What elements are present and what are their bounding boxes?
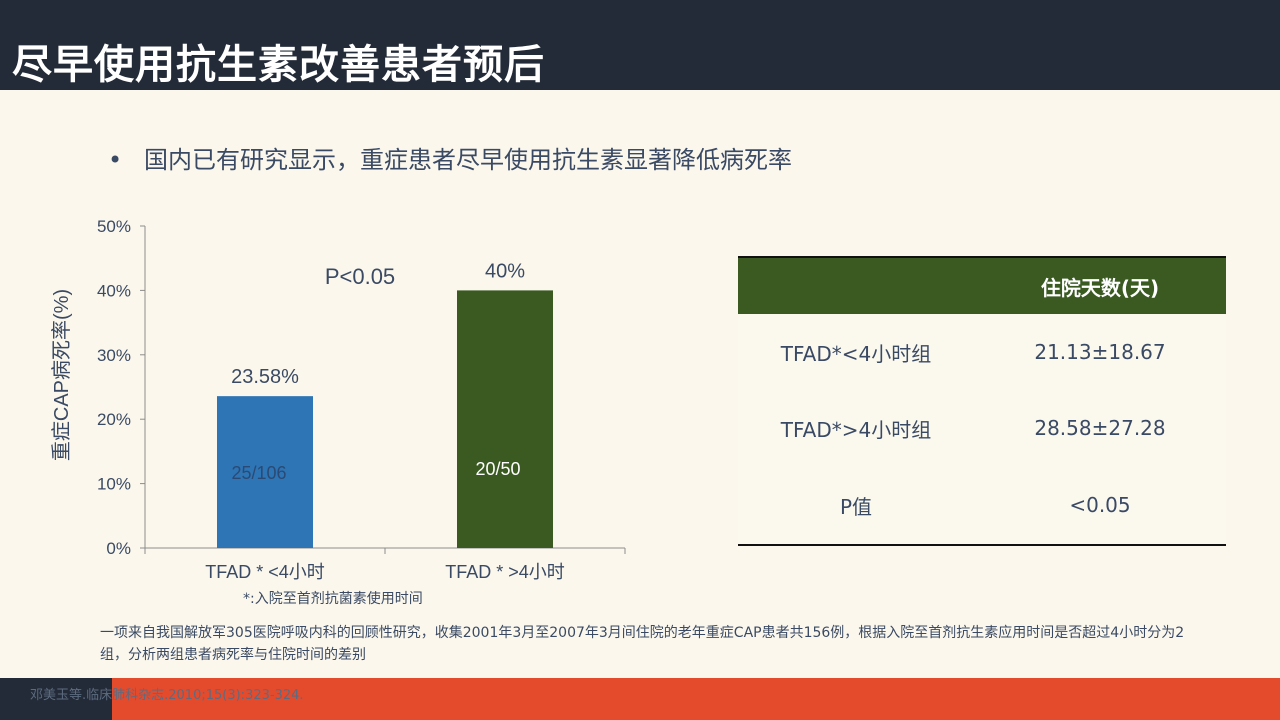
- table-row: P值 <0.05: [738, 466, 1226, 545]
- mortality-bar-chart: 0% 10% 20% 30% 40% 50% 重症CAP病死率(%) 23.58% 25/106…: [50, 217, 626, 582]
- bar: [217, 396, 313, 548]
- y-tick-label: 20%: [97, 410, 131, 429]
- table-header-row: 住院天数(天): [738, 256, 1226, 314]
- footer-red-band: [112, 678, 1280, 720]
- x-category-label: TFAD * >4小时: [445, 562, 565, 582]
- footer-dark-block: [0, 678, 112, 720]
- y-tick-label: 50%: [97, 217, 131, 236]
- table-cell: TFAD*<4小时组: [738, 314, 974, 391]
- y-tick-label: 10%: [97, 475, 131, 494]
- title-bar: 尽早使用抗生素改善患者预后: [0, 0, 1280, 90]
- table-row: TFAD*<4小时组 21.13±18.67: [738, 314, 1226, 391]
- table-header-cell: 住院天数(天): [974, 256, 1226, 314]
- p-value-annotation: P<0.05: [325, 264, 395, 289]
- bar: [457, 290, 553, 548]
- table-header-cell: [738, 256, 974, 314]
- table-cell: P值: [738, 466, 974, 545]
- chart-footnote: *:入院至首剂抗菌素使用时间: [243, 591, 423, 607]
- table-cell: <0.05: [974, 466, 1226, 545]
- y-axis-title: 重症CAP病死率(%): [50, 289, 73, 461]
- slide-title: 尽早使用抗生素改善患者预后: [12, 42, 545, 88]
- bar-count-label: 20/50: [475, 459, 520, 479]
- y-tick-label: 0%: [106, 539, 131, 558]
- y-tick-label: 30%: [97, 346, 131, 365]
- bar-value-label: 40%: [485, 260, 525, 282]
- x-category-label: TFAD * <4小时: [205, 562, 325, 582]
- hospital-stay-table: 住院天数(天) TFAD*<4小时组 21.13±18.67 TFAD*>4小时…: [738, 256, 1226, 546]
- bullet-point: • 国内已有研究显示，重症患者尽早使用抗生素显著降低病死率: [108, 140, 792, 175]
- y-tick-label: 40%: [97, 281, 131, 300]
- table-cell: 21.13±18.67: [974, 314, 1226, 391]
- table-row: TFAD*>4小时组 28.58±27.28: [738, 390, 1226, 467]
- bullet-text: 国内已有研究显示，重症患者尽早使用抗生素显著降低病死率: [144, 146, 792, 174]
- bar-value-label: 23.58%: [231, 366, 299, 388]
- bullet-icon: •: [108, 146, 123, 174]
- citation: 邓美玉等.临床肺科杂志.2010;15(3):323-324.: [30, 688, 304, 703]
- table-cell: 28.58±27.28: [974, 390, 1226, 467]
- study-description: 一项来自我国解放军305医院呼吸内科的回顾性研究，收集2001年3月至2007年…: [100, 625, 1185, 663]
- table-cell: TFAD*>4小时组: [738, 390, 974, 467]
- bar-count-label: 25/106: [231, 463, 286, 483]
